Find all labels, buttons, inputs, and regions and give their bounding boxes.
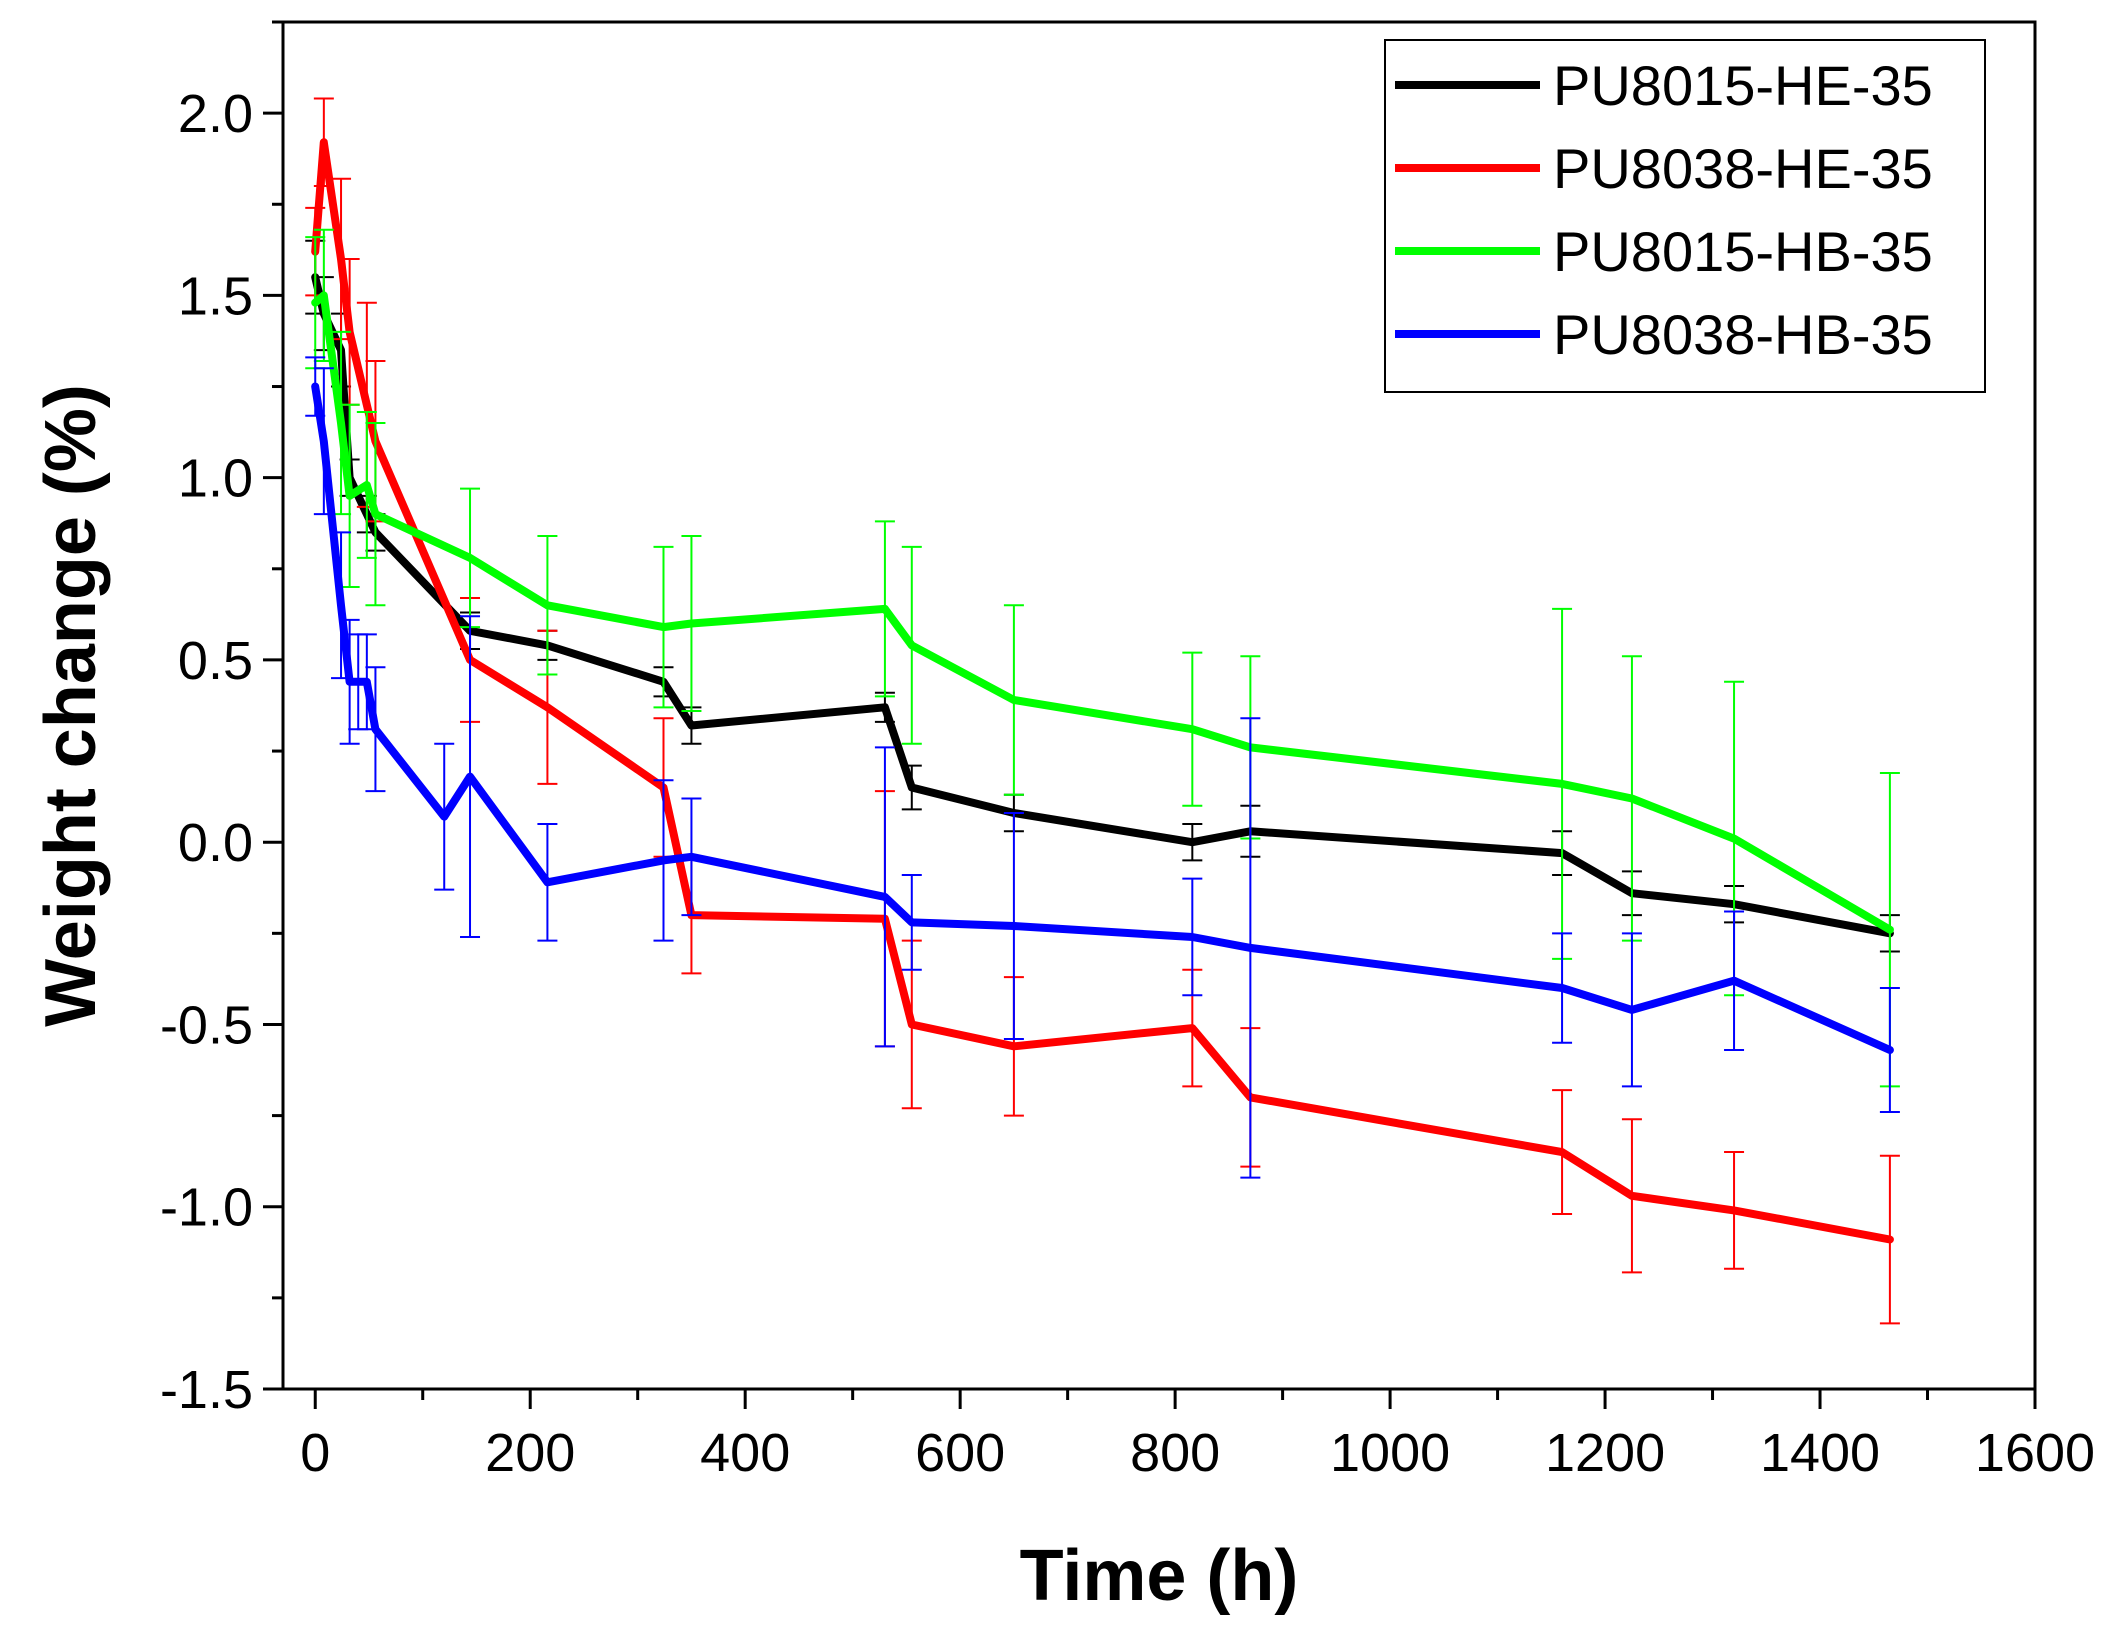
- y-tick-label: 0.5: [178, 631, 253, 691]
- x-tick-label: 1600: [1975, 1423, 2095, 1483]
- legend: PU8015-HE-35 PU8038-HE-35 PU8015-HB-35 PU80…: [1384, 39, 1986, 393]
- x-axis-title: Time (h): [1020, 1536, 1299, 1616]
- x-tick-label: 1400: [1760, 1423, 1880, 1483]
- y-tick-label: 1.0: [178, 449, 253, 509]
- series-line: [311, 291, 1894, 934]
- x-tick-label: 1000: [1330, 1423, 1450, 1483]
- x-tick-label: 0: [300, 1423, 330, 1483]
- series-layer: [305, 97, 1900, 1325]
- y-tick-label: 2.0: [178, 84, 253, 144]
- y-tick-label: -1.5: [160, 1360, 253, 1420]
- x-tick-label: 400: [700, 1423, 790, 1483]
- x-tick-label: 800: [1130, 1423, 1220, 1483]
- axes-layer: 0 200 400 600 800 1000 1200 1400 1600 -1.5 -1.0 -0.…: [160, 20, 2095, 1483]
- x-tick-label: 1200: [1545, 1423, 1665, 1483]
- plot-frame: [281, 20, 2037, 1391]
- y-axis-title: Weight change (%): [31, 384, 111, 1027]
- series-line: [311, 382, 1894, 1054]
- y-tick-label: 0.0: [178, 813, 253, 873]
- y-tick-label: -1.0: [160, 1178, 253, 1238]
- x-tick-label: 200: [485, 1423, 575, 1483]
- legend-label: PU8015-HE-35: [1553, 54, 1933, 117]
- y-tick-label: 1.5: [178, 266, 253, 326]
- legend-label: PU8015-HB-35: [1553, 220, 1933, 283]
- legend-label: PU8038-HB-35: [1553, 303, 1933, 366]
- legend-label: PU8038-HE-35: [1553, 137, 1933, 200]
- x-tick-label: 600: [915, 1423, 1005, 1483]
- y-tick-label: -0.5: [160, 995, 253, 1055]
- series-pu8038-hb-35: [305, 356, 1900, 1179]
